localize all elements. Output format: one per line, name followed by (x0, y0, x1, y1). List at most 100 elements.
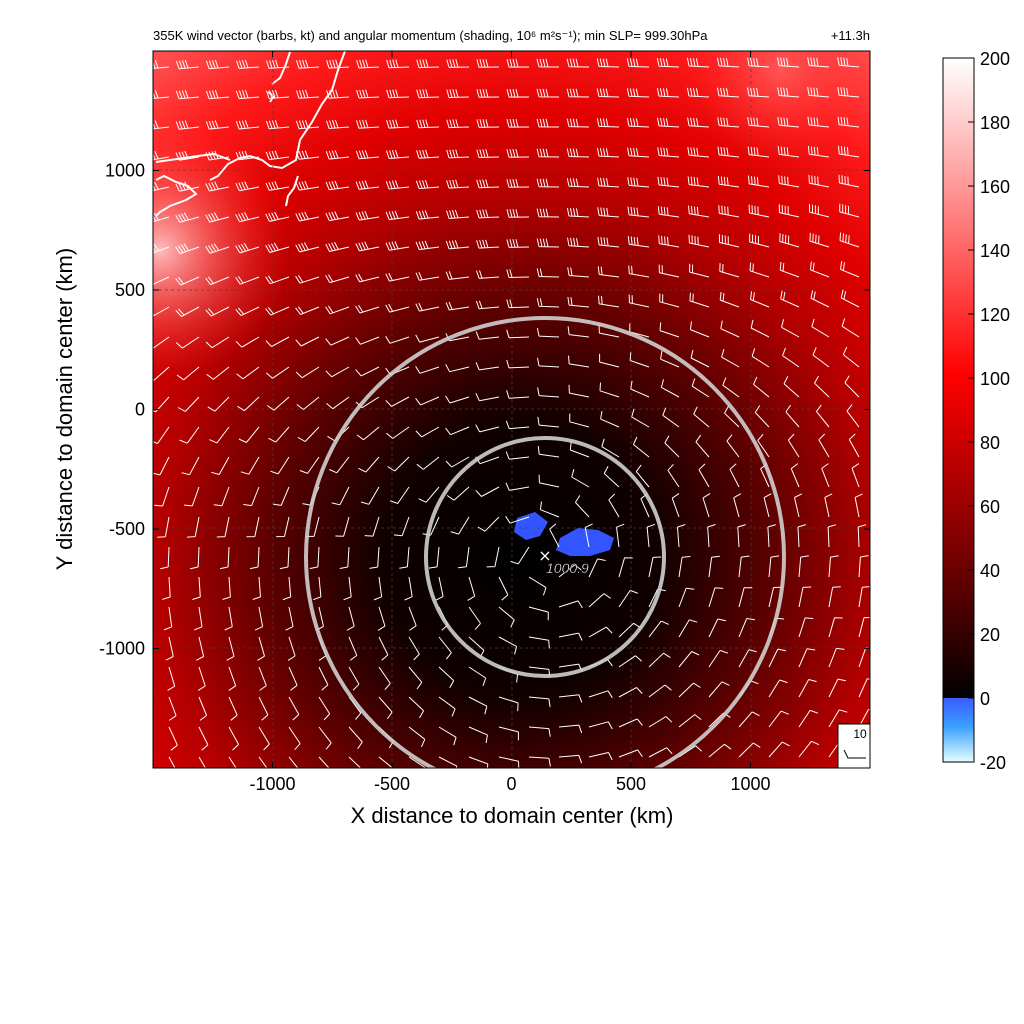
wind-barb (618, 557, 633, 578)
wind-barb (175, 60, 200, 70)
wind-barb (648, 684, 672, 698)
wind-barb (279, 546, 290, 570)
wind-barb (153, 366, 170, 381)
wind-barb (348, 756, 362, 768)
wind-barb (386, 149, 410, 159)
wind-barb (184, 486, 200, 507)
y-tick-label: 1000 (105, 161, 145, 181)
wind-barb (537, 416, 560, 428)
wind-barb (358, 456, 380, 473)
wind-barb (265, 242, 290, 253)
wind-barb (708, 743, 732, 758)
wind-barb (747, 87, 770, 98)
wind-barb (476, 59, 500, 68)
wind-barb (467, 576, 476, 601)
wind-barb (537, 446, 560, 458)
wind-barb (175, 120, 200, 130)
wind-barb (750, 291, 770, 308)
wind-barb (475, 424, 500, 433)
wind-barb (828, 617, 843, 638)
wind-barb (558, 694, 583, 703)
wind-barb (597, 177, 620, 188)
wind-barb (153, 181, 170, 192)
wind-barb (296, 396, 320, 410)
wind-barb (618, 718, 643, 728)
wind-barb (809, 261, 830, 278)
wind-barb (252, 576, 261, 600)
wind-barb (840, 289, 860, 308)
wind-barb (385, 272, 410, 282)
wind-barb (657, 147, 680, 158)
wind-barb (738, 649, 757, 668)
wind-barb (475, 331, 500, 340)
wind-barb (476, 119, 500, 128)
wind-barb (528, 726, 551, 737)
wind-barb (445, 240, 470, 250)
wind-barb (536, 298, 560, 308)
wind-barb (498, 606, 515, 628)
wind-barb (257, 636, 265, 661)
colorbar-tick-label: 0 (980, 689, 990, 709)
wind-barb (282, 576, 292, 601)
wind-barb (209, 426, 230, 444)
wind-barb (780, 290, 800, 308)
colorbar-tick-label: 120 (980, 305, 1010, 325)
wind-barb (325, 211, 350, 222)
wind-barb (827, 524, 837, 548)
wind-barb (385, 396, 410, 407)
wind-barb (438, 696, 456, 717)
wind-barb (678, 682, 701, 698)
wind-barb (268, 426, 290, 443)
wind-barb (660, 350, 680, 368)
wind-barb (724, 405, 740, 428)
y-axis-ticks: 1000 500 0 -500 -1000 (99, 161, 870, 659)
wind-barb (506, 359, 530, 369)
wind-barb (206, 366, 230, 380)
wind-barb (475, 392, 500, 402)
wind-barb (228, 756, 237, 768)
wind-barb (157, 516, 170, 538)
wind-barb (664, 435, 680, 458)
wind-barb (837, 57, 860, 68)
wind-barb (569, 441, 590, 458)
wind-barb (235, 242, 260, 254)
wind-barb (265, 181, 290, 191)
y-axis-label: Y distance to domain center (km) (52, 248, 77, 570)
wind-barb (416, 59, 440, 69)
wind-barb (295, 242, 320, 253)
wind-barb (840, 261, 860, 278)
wind-barb (476, 239, 500, 249)
wind-barb (601, 438, 620, 458)
wind-barb (446, 89, 470, 98)
wind-barb (356, 119, 380, 129)
wind-barb (785, 404, 800, 428)
wind-barb (839, 232, 860, 248)
wind-barb (689, 263, 710, 278)
wind-barb (318, 756, 330, 768)
wind-barb (386, 119, 410, 129)
wind-barb (205, 276, 230, 286)
wind-barb (510, 546, 530, 565)
wind-barb (588, 721, 613, 730)
wind-barb (738, 555, 750, 578)
wind-barb (808, 174, 830, 188)
wind-barb (378, 636, 389, 661)
wind-barb (468, 756, 489, 768)
wind-barb (318, 696, 331, 721)
wind-barb (763, 493, 772, 518)
wind-barb (505, 515, 530, 524)
wind-barb (566, 207, 590, 218)
wind-barb (781, 319, 800, 338)
wind-barb (325, 336, 350, 346)
wind-barb (574, 495, 590, 518)
wind-barb (331, 486, 350, 506)
wind-barb (450, 516, 470, 535)
wind-barb (567, 326, 590, 338)
wind-barb (477, 516, 500, 532)
wind-barb (628, 265, 650, 278)
y-tick-label: 500 (115, 280, 145, 300)
wind-barb (588, 558, 606, 578)
wind-barb (313, 576, 322, 601)
wind-barb (408, 636, 420, 661)
